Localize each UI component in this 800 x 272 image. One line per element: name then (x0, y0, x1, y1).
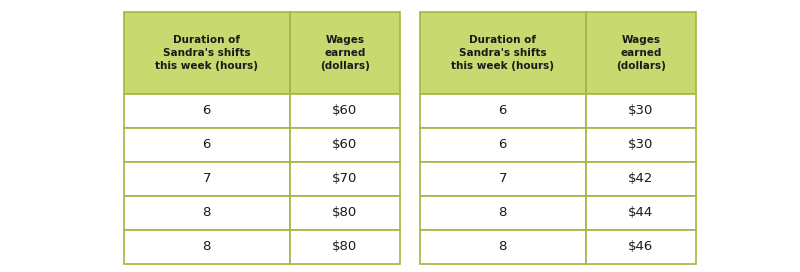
Bar (420, 162, 586, 196)
Text: $80: $80 (332, 206, 358, 219)
Text: 6: 6 (498, 104, 507, 117)
Bar (290, 162, 400, 196)
Text: $46: $46 (628, 240, 654, 253)
Text: Wages
earned
(dollars): Wages earned (dollars) (320, 35, 370, 71)
Bar (290, 230, 400, 264)
Text: Wages
earned
(dollars): Wages earned (dollars) (616, 35, 666, 71)
Text: $80: $80 (332, 240, 358, 253)
Text: $70: $70 (332, 172, 358, 185)
Text: 7: 7 (498, 172, 507, 185)
Bar (124, 128, 290, 162)
Text: 8: 8 (498, 240, 507, 253)
Bar (586, 162, 696, 196)
Bar (586, 12, 696, 94)
Text: $44: $44 (628, 206, 654, 219)
Bar (290, 128, 400, 162)
Bar (124, 196, 290, 230)
Text: $60: $60 (332, 104, 358, 117)
Text: Duration of
Sandra's shifts
this week (hours): Duration of Sandra's shifts this week (h… (155, 35, 258, 71)
Bar (420, 94, 586, 128)
Bar (124, 230, 290, 264)
Bar (420, 196, 586, 230)
Bar (586, 196, 696, 230)
Text: 6: 6 (202, 104, 211, 117)
Text: $60: $60 (332, 138, 358, 151)
Bar (290, 94, 400, 128)
Bar (124, 12, 290, 94)
Bar (586, 94, 696, 128)
Text: $30: $30 (628, 138, 654, 151)
Text: 7: 7 (202, 172, 211, 185)
Bar (586, 128, 696, 162)
Text: $30: $30 (628, 104, 654, 117)
Bar (124, 162, 290, 196)
Text: 8: 8 (498, 206, 507, 219)
Text: 6: 6 (202, 138, 211, 151)
Text: 8: 8 (202, 240, 211, 253)
Bar (124, 94, 290, 128)
Bar (290, 196, 400, 230)
Bar (290, 12, 400, 94)
Text: Duration of
Sandra's shifts
this week (hours): Duration of Sandra's shifts this week (h… (451, 35, 554, 71)
Text: $42: $42 (628, 172, 654, 185)
Text: 6: 6 (498, 138, 507, 151)
Text: 8: 8 (202, 206, 211, 219)
Bar (586, 230, 696, 264)
Bar (420, 12, 586, 94)
Bar (420, 128, 586, 162)
Bar (420, 230, 586, 264)
